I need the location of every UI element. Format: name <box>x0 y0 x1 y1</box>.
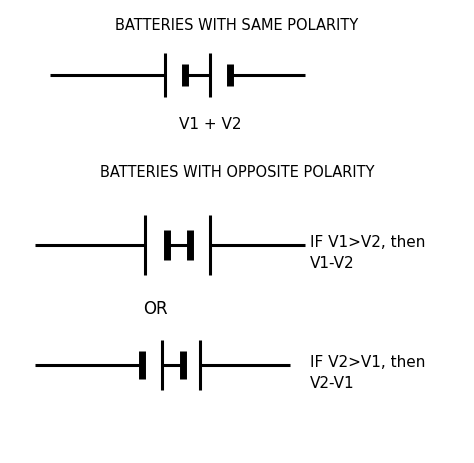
Text: BATTERIES WITH SAME POLARITY: BATTERIES WITH SAME POLARITY <box>115 18 359 33</box>
Text: OR: OR <box>143 300 167 318</box>
Text: IF V1>V2, then
V1-V2: IF V1>V2, then V1-V2 <box>310 235 425 271</box>
Text: IF V2>V1, then
V2-V1: IF V2>V1, then V2-V1 <box>310 355 425 391</box>
Text: V1 + V2: V1 + V2 <box>179 117 241 132</box>
Text: BATTERIES WITH OPPOSITE POLARITY: BATTERIES WITH OPPOSITE POLARITY <box>100 165 374 180</box>
